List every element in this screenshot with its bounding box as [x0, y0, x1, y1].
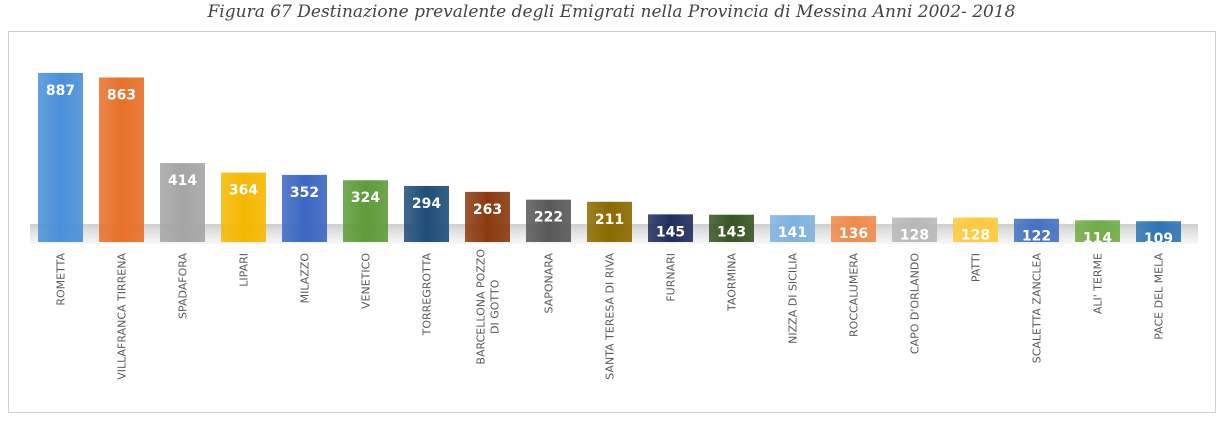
category-label: LIPARI	[238, 253, 251, 287]
bar	[99, 77, 144, 242]
category-label: VENETICO	[360, 253, 373, 309]
bar	[343, 180, 388, 242]
bar	[1014, 218, 1059, 242]
category-label: FURNARI	[665, 253, 678, 302]
bar	[1136, 221, 1181, 242]
bar	[1075, 220, 1120, 242]
category-label: CAPO D'ORLANDO	[909, 253, 922, 354]
value-label: 136	[839, 226, 868, 242]
category-label: NIZZA DI SICILIA	[787, 253, 800, 344]
value-label: 211	[595, 212, 624, 228]
value-labels: 887 863 414 364 352 324 294 263 222 211 145 143 141 1…	[46, 83, 1173, 247]
category-label: SPADAFORA	[177, 253, 190, 319]
value-label: 128	[900, 228, 929, 244]
bar	[282, 174, 327, 242]
bar	[38, 72, 83, 242]
value-label: 324	[351, 190, 380, 206]
value-label: 128	[961, 228, 990, 244]
value-label: 122	[1022, 229, 1051, 245]
value-label: 143	[717, 225, 746, 241]
bars	[38, 72, 1181, 242]
category-label: ALI' TERME	[1092, 253, 1105, 314]
category-label: TAORMINA	[726, 253, 739, 312]
bar	[770, 215, 815, 242]
category-labels: ROMETTA VILLAFRANCA TIRRENA SPADAFORA LIPAR…	[55, 249, 1166, 380]
bar	[526, 199, 571, 242]
category-label: ROCCALUMERA	[848, 253, 861, 337]
category-label: PATTI	[970, 253, 983, 282]
value-label: 863	[107, 87, 136, 103]
value-label: 352	[290, 185, 319, 201]
value-label: 145	[656, 224, 685, 240]
bar	[892, 217, 937, 242]
value-label: 263	[473, 202, 502, 218]
value-label: 364	[229, 183, 258, 199]
bar	[648, 214, 693, 242]
category-label: ROMETTA	[55, 253, 68, 306]
figure-caption: Figura 67 Destinazione prevalente degli …	[207, 2, 1016, 22]
bar	[953, 217, 998, 242]
bar	[160, 163, 205, 242]
value-label: 109	[1144, 231, 1173, 247]
value-label: 114	[1083, 230, 1112, 246]
value-label: 222	[534, 210, 563, 226]
bar	[831, 216, 876, 242]
category-label: TORREGROTTA	[421, 253, 434, 337]
value-label: 887	[46, 83, 75, 99]
category-label: SCALETTA ZANCLEA	[1031, 253, 1044, 364]
category-label: SAPONARA	[543, 253, 556, 314]
bar	[465, 191, 510, 242]
category-label: MILAZZO	[299, 253, 312, 304]
category-label: VILLAFRANCA TIRRENA	[116, 253, 129, 380]
value-label: 294	[412, 196, 441, 212]
bar	[709, 214, 754, 242]
bar	[587, 201, 632, 242]
value-label: 141	[778, 225, 807, 241]
bar-chart: 887 863 414 364 352 324 294 263 222 211 145 143 141 1…	[30, 72, 1198, 380]
value-label: 414	[168, 173, 197, 189]
bar	[404, 185, 449, 242]
category-label: PACE DEL MELA	[1153, 253, 1166, 340]
bar	[221, 172, 266, 242]
category-label: BARCELLONA POZZODI GOTTO	[475, 249, 502, 365]
category-label: SANTA TERESA DI RIVA	[604, 253, 617, 380]
